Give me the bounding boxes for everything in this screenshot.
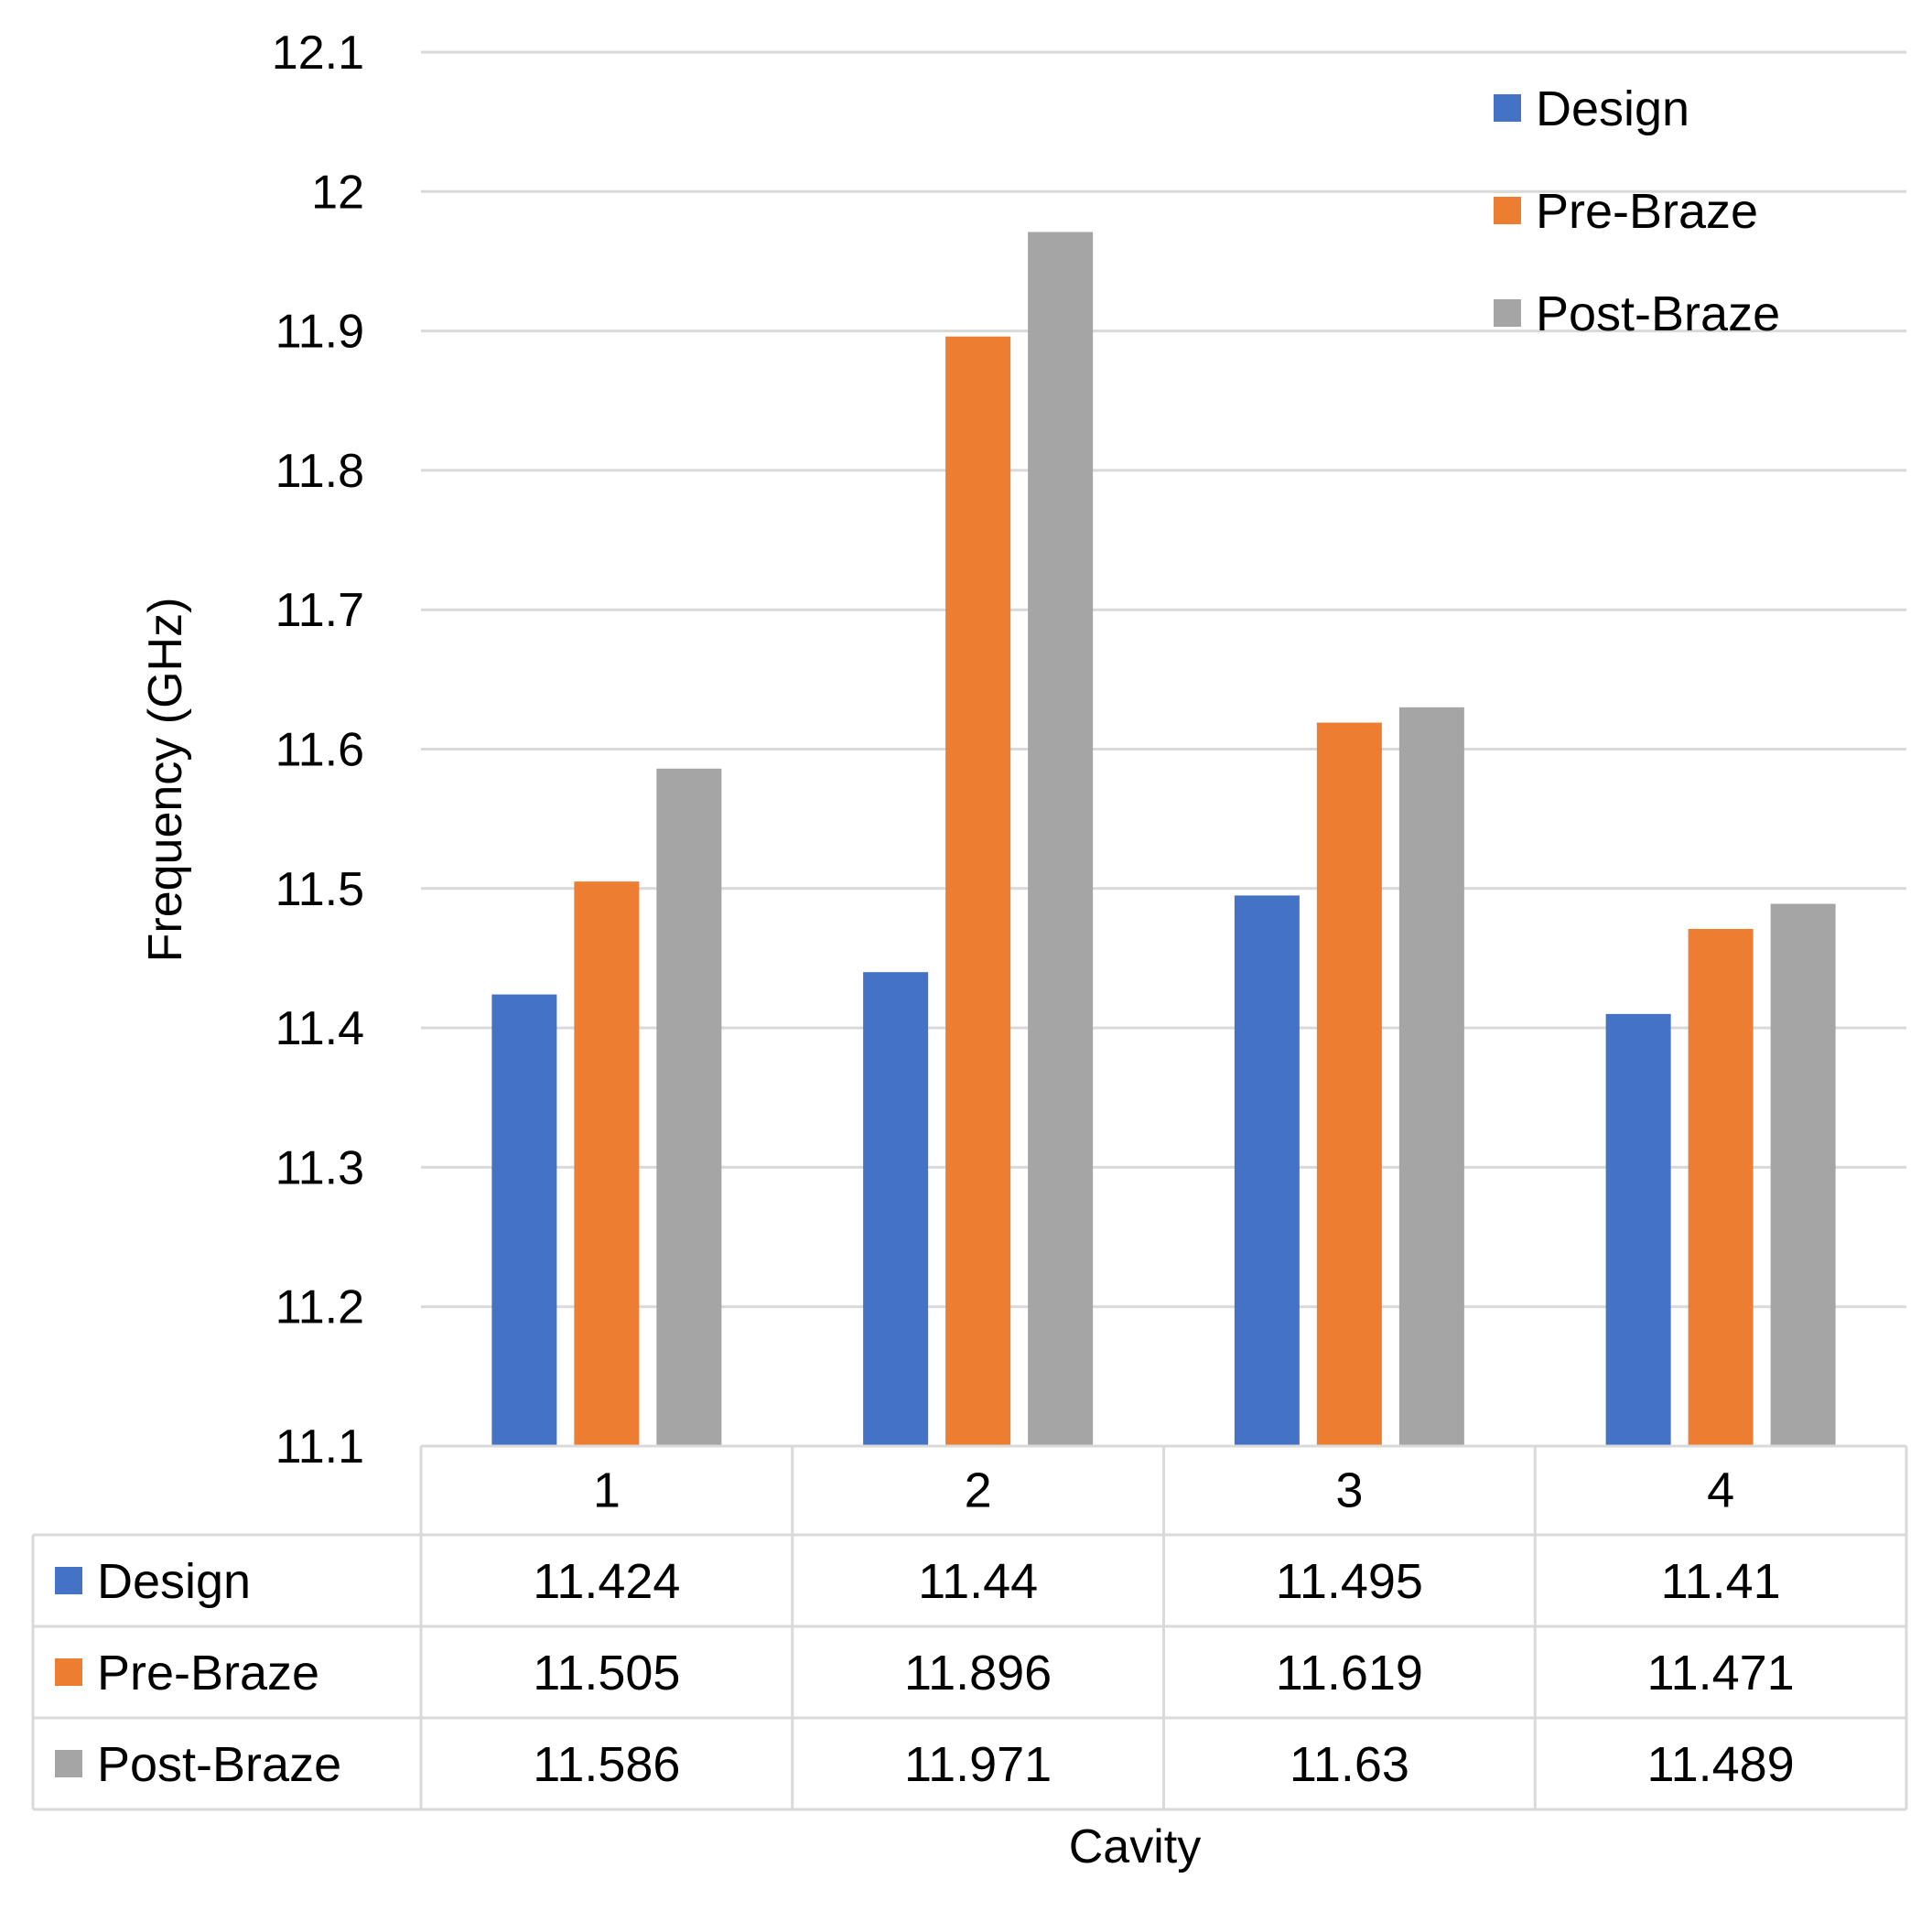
table-legend-key	[55, 1567, 82, 1594]
y-tick-label: 11.7	[275, 584, 364, 637]
bar-post-braze-cavity-2	[1028, 232, 1094, 1446]
table-cell-value: 11.971	[904, 1737, 1052, 1792]
x-tick-label: 1	[593, 1463, 621, 1518]
bar-pre-braze-cavity-2	[945, 336, 1011, 1446]
y-tick-label: 11.8	[275, 445, 364, 498]
table-series-label: Pre-Braze	[97, 1646, 319, 1700]
table-cell-value: 11.41	[1661, 1554, 1781, 1609]
legend-label: Pre-Braze	[1536, 184, 1758, 239]
y-tick-label: 11.3	[275, 1141, 364, 1194]
legend: Design Pre-Braze Post-Braze	[1494, 81, 1780, 341]
table-cell-value: 11.619	[1276, 1646, 1423, 1700]
table-cell-value: 11.495	[1276, 1554, 1423, 1609]
bar-pre-braze-cavity-3	[1316, 722, 1382, 1446]
y-tick-label: 11.9	[275, 306, 364, 359]
bars	[491, 232, 1836, 1446]
x-tick-label: 2	[965, 1463, 992, 1518]
table-cell-value: 11.505	[533, 1646, 680, 1700]
table-series-label: Design	[97, 1554, 251, 1609]
bar-design-cavity-2	[863, 972, 929, 1446]
bar-pre-braze-cavity-4	[1688, 928, 1754, 1446]
x-tick-label: 3	[1335, 1463, 1363, 1518]
y-tick-label: 11.5	[275, 863, 364, 916]
table-cell-value: 11.586	[533, 1737, 680, 1792]
y-axis-tick-labels: 11.1 11.2 11.3 11.4 11.5 11.6 11.7 11.8 11.9 12 12…	[272, 27, 364, 1474]
bar-post-braze-cavity-3	[1398, 707, 1464, 1446]
table-cell-value: 11.896	[904, 1646, 1052, 1700]
table-cell-value: 11.489	[1647, 1737, 1795, 1792]
data-table: 1 2 3 4 Design 11.424 11.44 11.495 11.41 Pre-Braz…	[31, 1444, 1908, 1811]
y-tick-label: 11.2	[275, 1281, 364, 1334]
y-tick-label: 11.6	[275, 724, 364, 777]
y-tick-label: 11.4	[275, 1002, 364, 1055]
table-series-label: Post-Braze	[97, 1737, 341, 1792]
table-cell-value: 11.471	[1647, 1646, 1795, 1700]
table-cell-value: 11.424	[533, 1554, 680, 1609]
bar-design-cavity-4	[1605, 1013, 1671, 1446]
table-legend-key	[55, 1750, 82, 1777]
table-cell-value: 11.44	[918, 1554, 1038, 1609]
bar-post-braze-cavity-4	[1770, 903, 1836, 1446]
table-legend-key	[55, 1658, 82, 1686]
y-tick-label: 12	[311, 166, 364, 219]
table-cell-value: 11.63	[1290, 1737, 1409, 1792]
x-axis-label: Cavity	[1069, 1820, 1201, 1873]
y-tick-label: 12.1	[272, 27, 364, 80]
x-tick-label: 4	[1707, 1463, 1734, 1518]
y-tick-label: 11.1	[275, 1420, 364, 1474]
bar-design-cavity-3	[1234, 895, 1300, 1446]
legend-label: Post-Braze	[1536, 286, 1780, 341]
bar-design-cavity-1	[491, 994, 557, 1446]
y-axis-label: Frequency (GHz)	[139, 598, 192, 963]
bar-pre-braze-cavity-1	[574, 881, 640, 1446]
legend-key	[1494, 197, 1521, 224]
legend-key	[1494, 94, 1521, 122]
legend-label: Design	[1536, 81, 1689, 136]
legend-key	[1494, 299, 1521, 327]
gridlines	[421, 50, 1906, 1309]
bar-post-braze-cavity-1	[656, 768, 722, 1446]
